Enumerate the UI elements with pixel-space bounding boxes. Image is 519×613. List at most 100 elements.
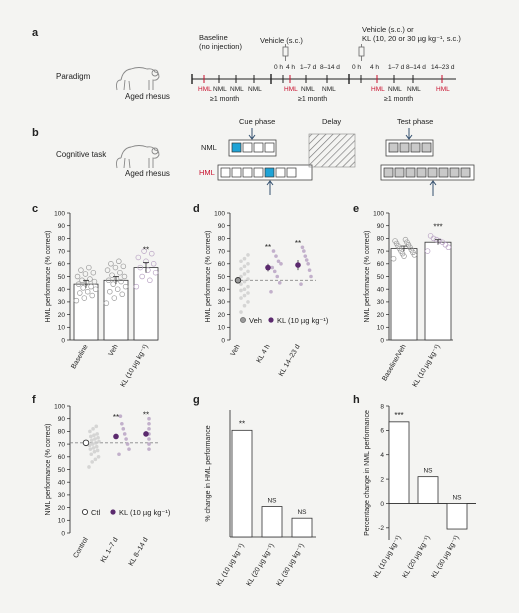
data-point	[94, 441, 98, 445]
timeline	[191, 74, 456, 84]
month-label-2: ≥1 month	[298, 96, 327, 103]
monkey-icon-b	[116, 145, 160, 169]
data-point	[88, 283, 94, 290]
data-point	[122, 283, 129, 290]
y-tick-label: 0	[61, 530, 65, 537]
significance-label: **	[143, 246, 149, 255]
data-point	[147, 437, 151, 441]
klvehicle-title: Vehicle (s.c.) or	[362, 25, 414, 34]
nml-tick-5: NML	[322, 86, 336, 93]
data-point	[92, 433, 96, 438]
data-point	[80, 285, 86, 291]
data-point	[246, 277, 250, 281]
bar	[133, 267, 159, 341]
data-point	[94, 444, 99, 449]
data-point	[147, 442, 151, 446]
y-axis-label: HML performance (% correct)	[205, 231, 212, 323]
y-tick-label: 70	[218, 248, 226, 255]
legend-d-veh-label: Veh	[249, 316, 262, 325]
month-label-1: ≥1 month	[210, 96, 239, 103]
data-point	[74, 273, 81, 280]
cognitive-task-label: Cognitive task	[56, 150, 107, 159]
t4h-label-1: 4 h	[286, 64, 295, 71]
mean-marker	[295, 262, 301, 268]
response-arrow-icon	[429, 180, 437, 196]
data-point	[117, 269, 123, 276]
significance-label: ***	[394, 411, 403, 420]
chart-h: -2 0 2 4 6 8 Percentage change in NML performa…	[364, 403, 476, 580]
legend-d-kl-label: KL (10 µg kg⁻¹)	[277, 316, 329, 325]
syringe-icon-2	[358, 44, 365, 61]
data-point	[122, 432, 127, 436]
data-point	[120, 263, 127, 270]
data-point	[239, 282, 243, 286]
mean-marker	[82, 439, 90, 447]
y-tick-label: 30	[377, 299, 385, 306]
t17d-label-1: 1–7 d	[300, 64, 317, 71]
y-tick-label: -2	[378, 525, 384, 532]
y-tick-label: 80	[377, 236, 385, 243]
data-point	[90, 460, 94, 464]
data-point	[88, 447, 93, 451]
bar	[424, 241, 452, 341]
mean-marker	[265, 264, 271, 271]
legend-f-kl-marker	[110, 509, 116, 515]
x-tick-label: KL (10 µg kg⁻¹)	[412, 344, 442, 389]
y-tick-label: 40	[58, 287, 66, 294]
nml-tick-1: NML	[213, 86, 227, 93]
data-point	[246, 291, 250, 295]
significance-label: **	[113, 413, 119, 422]
t0h-label-2: 0 h	[352, 64, 361, 71]
data-point	[81, 295, 88, 301]
data-point	[424, 248, 431, 254]
klvehicle-title-2: KL (10, 20 or 30 µg kg⁻¹, s.c.)	[362, 34, 461, 43]
data-point	[276, 259, 281, 264]
significance-label: NS	[452, 494, 462, 501]
chart-e: 0 10 20 30 40 50 60 70 80 90 100 NML performance (%…	[364, 210, 453, 389]
y-tick-label: 80	[58, 236, 66, 243]
data-point	[86, 264, 92, 271]
chart-c: 0 10 20 30 40 50 60 70 80 90 100 HML performance (%…	[45, 210, 159, 389]
data-point	[242, 293, 247, 298]
y-tick-label: 70	[58, 441, 66, 448]
y-tick-label: 50	[58, 274, 66, 281]
syringe-icon-1	[282, 44, 289, 61]
y-tick-label: 100	[373, 210, 384, 217]
mean-marker	[143, 431, 149, 437]
chart-d: 0 10 20 30 40 50 60 70 80 90 100 HML performance (%…	[205, 210, 316, 378]
legend-f-kl-label: KL (10 µg kg⁻¹)	[119, 508, 171, 517]
t814d-label-2: 8–14 d	[406, 64, 426, 71]
y-tick-label: 10	[58, 325, 66, 332]
data-point	[117, 452, 121, 457]
y-tick-label: 60	[58, 261, 66, 268]
data-point	[303, 254, 308, 258]
data-point	[87, 276, 93, 282]
t4h-label-2: 4 h	[370, 64, 379, 71]
t17d-label-2: 1–7 d	[388, 64, 405, 71]
nml-tick-7: NML	[407, 86, 421, 93]
data-point	[114, 286, 121, 292]
data-point	[427, 233, 434, 239]
data-point	[242, 256, 247, 261]
data-point	[392, 238, 398, 244]
data-point	[307, 268, 312, 272]
data-point	[239, 310, 243, 314]
data-point	[306, 262, 310, 266]
data-point	[402, 236, 409, 243]
data-point	[88, 429, 92, 434]
x-tick-label: Baseline	[70, 343, 90, 370]
data-point	[93, 457, 98, 462]
x-tick-label: KL (30 µg kg⁻¹)	[431, 535, 461, 580]
monkey-caption-a: Aged rhesus	[125, 92, 170, 101]
t814d-label-1: 8–14 d	[320, 64, 340, 71]
y-tick-label: 80	[218, 236, 226, 243]
chart-f: 0 10 20 30 40 50 60 70 80 90 100 NML performance (%…	[45, 403, 158, 567]
data-point	[439, 239, 446, 245]
data-point	[124, 437, 128, 441]
data-point	[150, 261, 157, 267]
data-point	[272, 269, 277, 274]
panel-letter-a: a	[32, 27, 39, 39]
data-point	[90, 442, 95, 446]
data-point	[139, 273, 145, 280]
data-point	[84, 288, 91, 295]
